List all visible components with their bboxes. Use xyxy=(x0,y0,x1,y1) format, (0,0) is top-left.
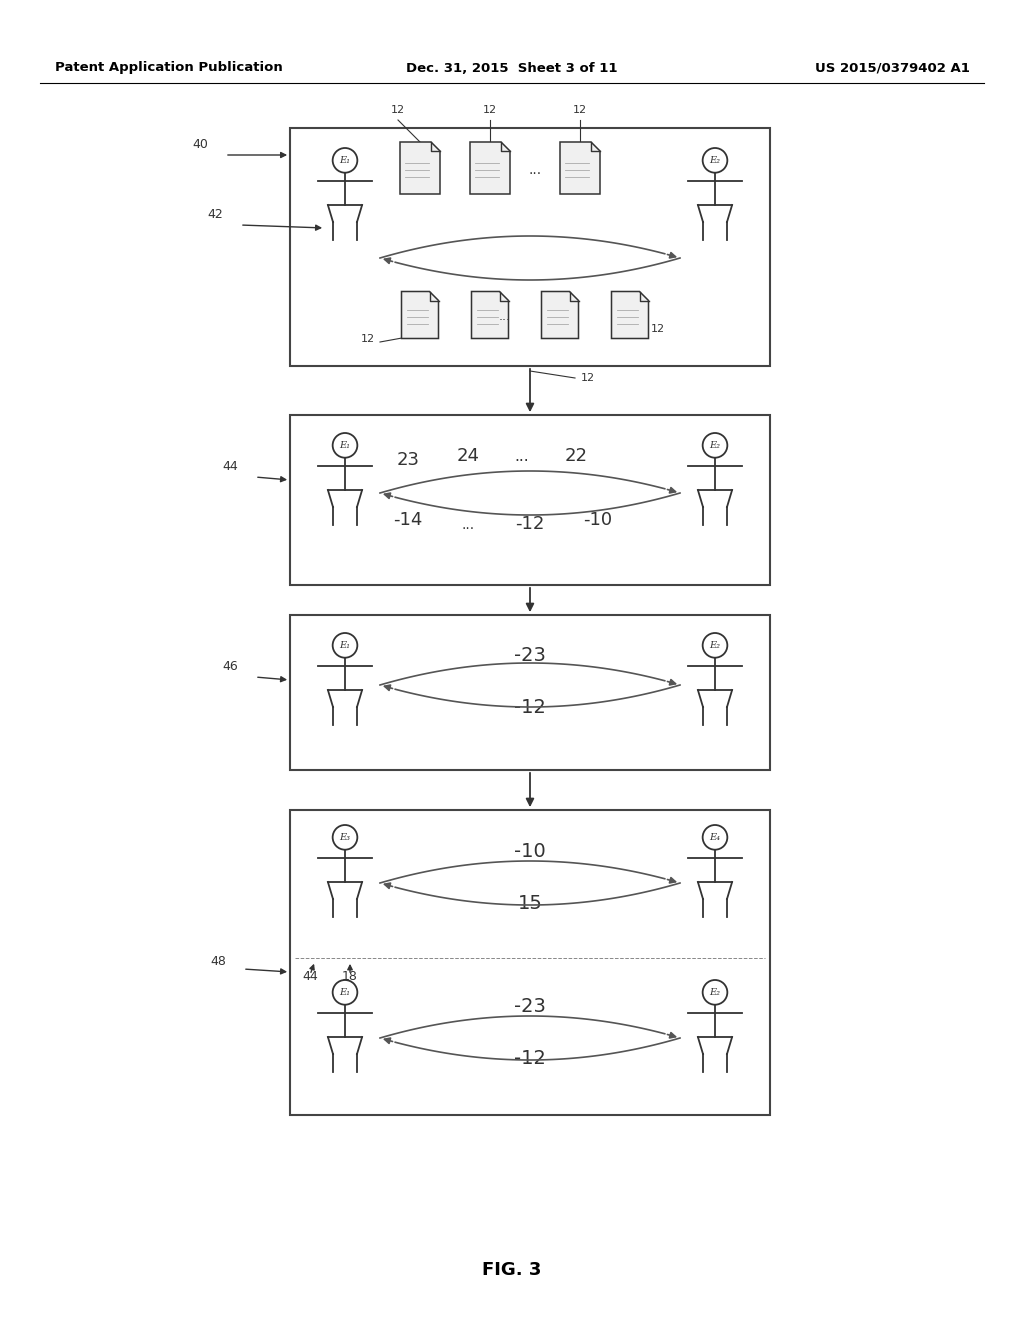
Text: US 2015/0379402 A1: US 2015/0379402 A1 xyxy=(815,62,970,74)
Text: E₁: E₁ xyxy=(340,987,350,997)
Text: 44: 44 xyxy=(302,970,317,983)
Text: 23: 23 xyxy=(396,451,420,469)
Text: -10: -10 xyxy=(514,842,546,861)
Text: ...: ... xyxy=(515,449,529,465)
Polygon shape xyxy=(471,292,509,338)
Text: 42: 42 xyxy=(207,209,223,220)
Polygon shape xyxy=(560,143,600,194)
Text: 12: 12 xyxy=(391,106,406,115)
Polygon shape xyxy=(611,292,648,338)
Text: 22: 22 xyxy=(564,447,588,465)
Polygon shape xyxy=(400,143,440,194)
Bar xyxy=(290,128,770,366)
Text: -12: -12 xyxy=(514,1049,546,1068)
Bar xyxy=(290,414,770,585)
Text: E₂: E₂ xyxy=(710,156,721,165)
Text: E₁: E₁ xyxy=(340,441,350,450)
Text: E₄: E₄ xyxy=(710,833,721,842)
Text: FIG. 3: FIG. 3 xyxy=(482,1261,542,1279)
Text: E₁: E₁ xyxy=(340,640,350,649)
Text: 18: 18 xyxy=(342,970,358,983)
Text: 12: 12 xyxy=(581,374,595,383)
Text: 48: 48 xyxy=(210,954,226,968)
Text: 24: 24 xyxy=(457,447,479,465)
Text: ...: ... xyxy=(499,310,511,323)
Text: Patent Application Publication: Patent Application Publication xyxy=(55,62,283,74)
Text: -14: -14 xyxy=(393,511,423,529)
Text: 46: 46 xyxy=(222,660,238,673)
Text: E₂: E₂ xyxy=(710,441,721,450)
Text: -10: -10 xyxy=(584,511,612,529)
Text: 12: 12 xyxy=(651,323,665,334)
Text: E₂: E₂ xyxy=(710,640,721,649)
Text: E₃: E₃ xyxy=(340,833,350,842)
Text: ...: ... xyxy=(528,162,542,177)
Text: ...: ... xyxy=(462,517,474,532)
Text: 40: 40 xyxy=(193,139,208,150)
Polygon shape xyxy=(542,292,579,338)
Text: -12: -12 xyxy=(515,515,545,533)
Text: 12: 12 xyxy=(360,334,375,345)
Text: 15: 15 xyxy=(517,894,543,913)
Bar xyxy=(290,615,770,770)
Polygon shape xyxy=(470,143,510,194)
Text: E₁: E₁ xyxy=(340,156,350,165)
Text: 44: 44 xyxy=(222,459,238,473)
Text: Dec. 31, 2015  Sheet 3 of 11: Dec. 31, 2015 Sheet 3 of 11 xyxy=(407,62,617,74)
Polygon shape xyxy=(401,292,438,338)
Bar xyxy=(290,810,770,1115)
Text: 12: 12 xyxy=(483,106,497,115)
Text: -23: -23 xyxy=(514,997,546,1016)
Text: -12: -12 xyxy=(514,698,546,717)
Text: E₂: E₂ xyxy=(710,987,721,997)
Text: -23: -23 xyxy=(514,645,546,665)
Text: 12: 12 xyxy=(573,106,587,115)
